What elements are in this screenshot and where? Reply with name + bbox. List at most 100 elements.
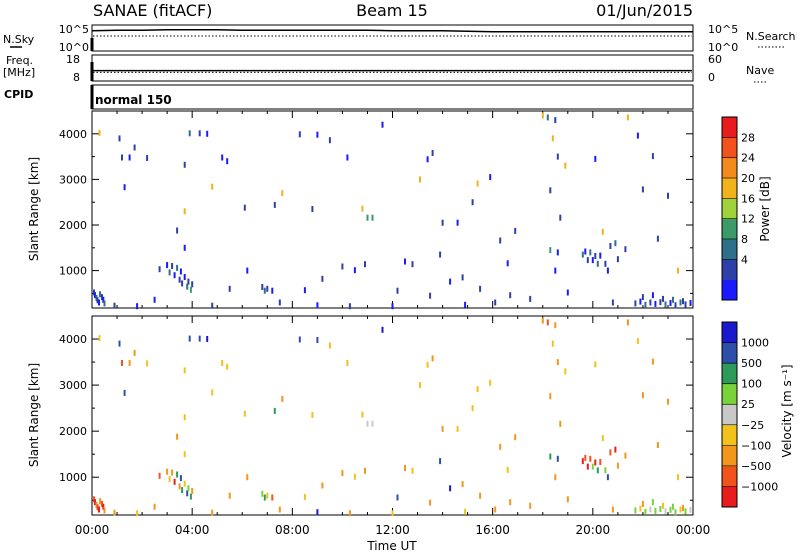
scatter-point-125: [669, 506, 672, 513]
scatter-point-93: [564, 162, 567, 169]
scatter-point-14: [133, 349, 136, 356]
scatter-point-83: [529, 502, 532, 509]
colorbar-frame: [721, 321, 738, 508]
cpid-panel-frame: [91, 84, 694, 110]
scatter-point-47: [243, 410, 246, 417]
date-title: 01/Jun/2015: [596, 1, 693, 20]
scatter-point-76: [476, 180, 479, 187]
scatter-point-84: [541, 112, 544, 119]
scatter-point-114: [651, 153, 654, 160]
scatter-point-70: [439, 458, 442, 465]
scatter-point-136: [136, 510, 139, 517]
scatter-point-18: [168, 476, 171, 483]
scatter-point-68: [426, 156, 429, 163]
scatter-point-1: [94, 292, 96, 299]
scatter-point-81: [509, 292, 512, 299]
noise-left-tick-top: 10^5: [59, 23, 89, 36]
scatter-point-99: [591, 463, 594, 470]
time-tick-label-6: 00:00: [676, 523, 711, 537]
scatter-point-57: [353, 473, 356, 480]
scatter-point-131: [651, 499, 654, 506]
scatter-point-143: [464, 301, 467, 308]
scatter-point-10: [118, 340, 121, 347]
scatter-point-86: [554, 117, 557, 124]
scatter-point-9: [98, 335, 101, 342]
y-tick-label-2: 3000: [59, 379, 87, 392]
y-tick-label-1: 2000: [59, 425, 87, 438]
scatter-point-39: [226, 363, 229, 370]
scatter-point-138: [228, 492, 231, 499]
colorbar-tick-label-1: 500: [741, 357, 762, 370]
scatter-point-73: [441, 219, 444, 226]
scatter-point-51: [311, 206, 314, 212]
scatter-point-130: [641, 294, 644, 301]
noise-panel-frame: [91, 24, 694, 52]
colorbar-segment-1: [722, 465, 737, 487]
colorbar-segment-3: [722, 218, 737, 240]
scatter-point-1: [94, 499, 96, 506]
scatter-point-104: [606, 267, 609, 274]
scatter-point-83: [529, 295, 532, 302]
scatter-point-48: [281, 395, 284, 402]
scatter-point-53: [328, 137, 331, 144]
cpid-panel: CPID normal 150: [4, 84, 694, 110]
scatter-point-35: [188, 335, 191, 342]
scatter-point-52: [316, 337, 319, 343]
colorbar-tick-label-6: 4: [741, 253, 748, 266]
scatter-point-13: [123, 184, 126, 191]
scatter-point-15: [146, 360, 149, 367]
scatter-point-57: [353, 267, 356, 274]
scatter-point-95: [581, 251, 584, 258]
colorbar-segment-7: [722, 137, 737, 159]
y-tick-label-3: 4000: [59, 128, 87, 141]
scatter-point-41: [261, 490, 264, 497]
scatter-point-30: [176, 433, 179, 440]
scatter-point-137: [211, 509, 214, 516]
scatter-point-106: [614, 240, 617, 247]
colorbar-segment-5: [722, 178, 737, 199]
colorbar-tick-label-3: 25: [741, 398, 755, 411]
scatter-point-4: [98, 299, 100, 306]
scatter-point-146: [611, 299, 614, 306]
scatter-point-10: [118, 135, 121, 142]
scatter-point-109: [624, 452, 627, 459]
scatter-point-74: [461, 481, 464, 488]
scatter-point-133: [672, 296, 674, 303]
time-tick-label-5: 20:00: [576, 523, 611, 537]
scatter-point-37: [206, 130, 209, 137]
scatter-point-31: [183, 451, 186, 458]
noise-right-label: N.Search: [746, 30, 796, 43]
scatter-point-105: [609, 243, 612, 249]
scatter-point-42: [263, 494, 266, 501]
scatter-point-114: [651, 358, 654, 365]
scatter-point-88: [556, 359, 559, 366]
scatter-point-45: [246, 267, 249, 274]
scatter-point-8: [103, 507, 106, 514]
scatter-point-8: [103, 300, 106, 307]
scatter-point-61: [346, 360, 349, 366]
scatter-point-68: [426, 361, 429, 368]
scatter-point-133: [672, 503, 674, 510]
scatter-point-94: [559, 420, 562, 427]
scatter-point-140: [348, 303, 351, 310]
scatter-point-29: [191, 281, 194, 288]
scatter-point-116: [667, 398, 669, 405]
scatter-point-6: [101, 294, 103, 301]
scatter-point-126: [674, 509, 677, 516]
scatter-point-125: [669, 300, 672, 306]
scatter-point-123: [659, 299, 662, 306]
scatter-point-69: [431, 150, 434, 156]
scatter-point-145: [566, 496, 569, 503]
scatter-point-67: [419, 176, 421, 183]
scatter-point-44: [271, 494, 274, 501]
scatter-point-21: [176, 264, 179, 271]
scatter-point-20: [173, 478, 176, 485]
freq-panel-frame: [91, 54, 694, 82]
scatter-point-100: [594, 253, 597, 259]
y-tick-label-0: 1000: [59, 471, 87, 484]
scatter-point-108: [601, 228, 604, 235]
time-axis-labels: 00:00 04:00 08:00 12:00 16:00 20:00 00:00: [75, 523, 711, 537]
colorbar-tick-label-3: 16: [741, 192, 755, 205]
scatter-point-102: [599, 252, 602, 259]
scatter-point-14: [133, 144, 136, 151]
